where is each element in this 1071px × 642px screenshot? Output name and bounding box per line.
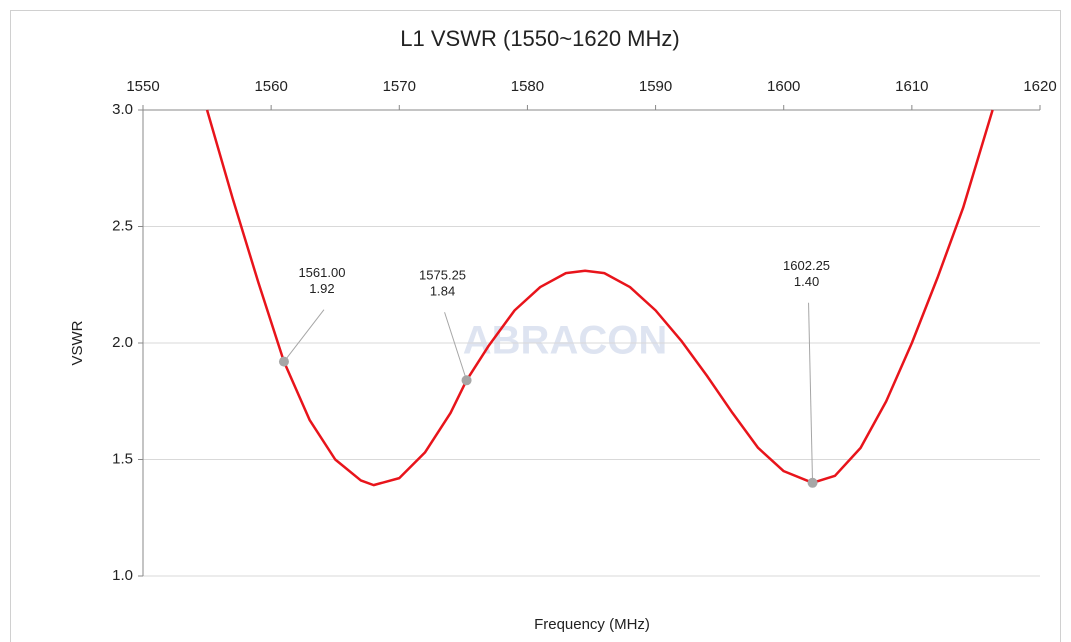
annotation-x: 1561.00	[298, 265, 345, 280]
x-tick-label: 1580	[511, 78, 544, 95]
x-tick-label: 1550	[126, 78, 159, 95]
x-tick-label: 1620	[1023, 78, 1056, 95]
line-series	[205, 109, 994, 487]
leader-line	[283, 309, 325, 362]
x-tick-label: 1560	[254, 78, 287, 95]
y-tick-label: 3.0	[112, 101, 133, 118]
annotation-x: 1602.25	[783, 258, 830, 273]
y-tick-label: 2.5	[112, 217, 133, 234]
x-axis-title: Frequency (MHz)	[534, 616, 650, 633]
leader-line	[444, 312, 468, 381]
annotation-y: 1.84	[430, 284, 455, 299]
x-tick-label: 1610	[895, 78, 928, 95]
watermark: ABRACON	[463, 319, 667, 363]
annotation-y: 1.40	[794, 274, 819, 289]
annotation-x: 1575.25	[419, 268, 466, 283]
y-tick-label: 1.5	[112, 450, 133, 467]
y-tick-label: 1.0	[112, 567, 133, 584]
chart-title: L1 VSWR (1550~1620 MHz)	[400, 26, 679, 51]
x-tick-label: 1590	[639, 78, 672, 95]
marker	[807, 477, 818, 488]
chart-frame	[10, 10, 1061, 642]
marker	[461, 375, 472, 386]
x-tick-label: 1600	[767, 78, 800, 95]
annotation-y: 1.92	[309, 281, 334, 296]
y-axis-title: VSWR	[69, 320, 86, 365]
marker	[278, 356, 289, 367]
leader-line	[808, 302, 814, 483]
y-tick-label: 2.0	[112, 334, 133, 351]
x-tick-label: 1570	[383, 78, 416, 95]
